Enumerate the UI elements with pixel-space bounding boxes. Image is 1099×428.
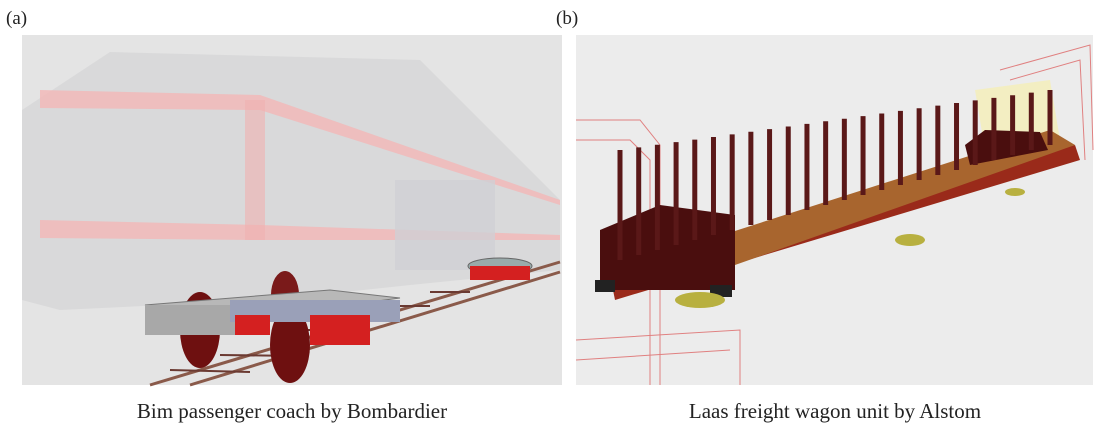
caption: Bim passenger coach by Bombardier: [137, 399, 447, 423]
caption: Laas freight wagon unit by Alstom: [689, 399, 981, 423]
image-b: [575, 35, 1094, 385]
image-a: [22, 35, 562, 387]
panel-label: (a): [6, 8, 27, 29]
panel-label: (b): [556, 8, 578, 29]
